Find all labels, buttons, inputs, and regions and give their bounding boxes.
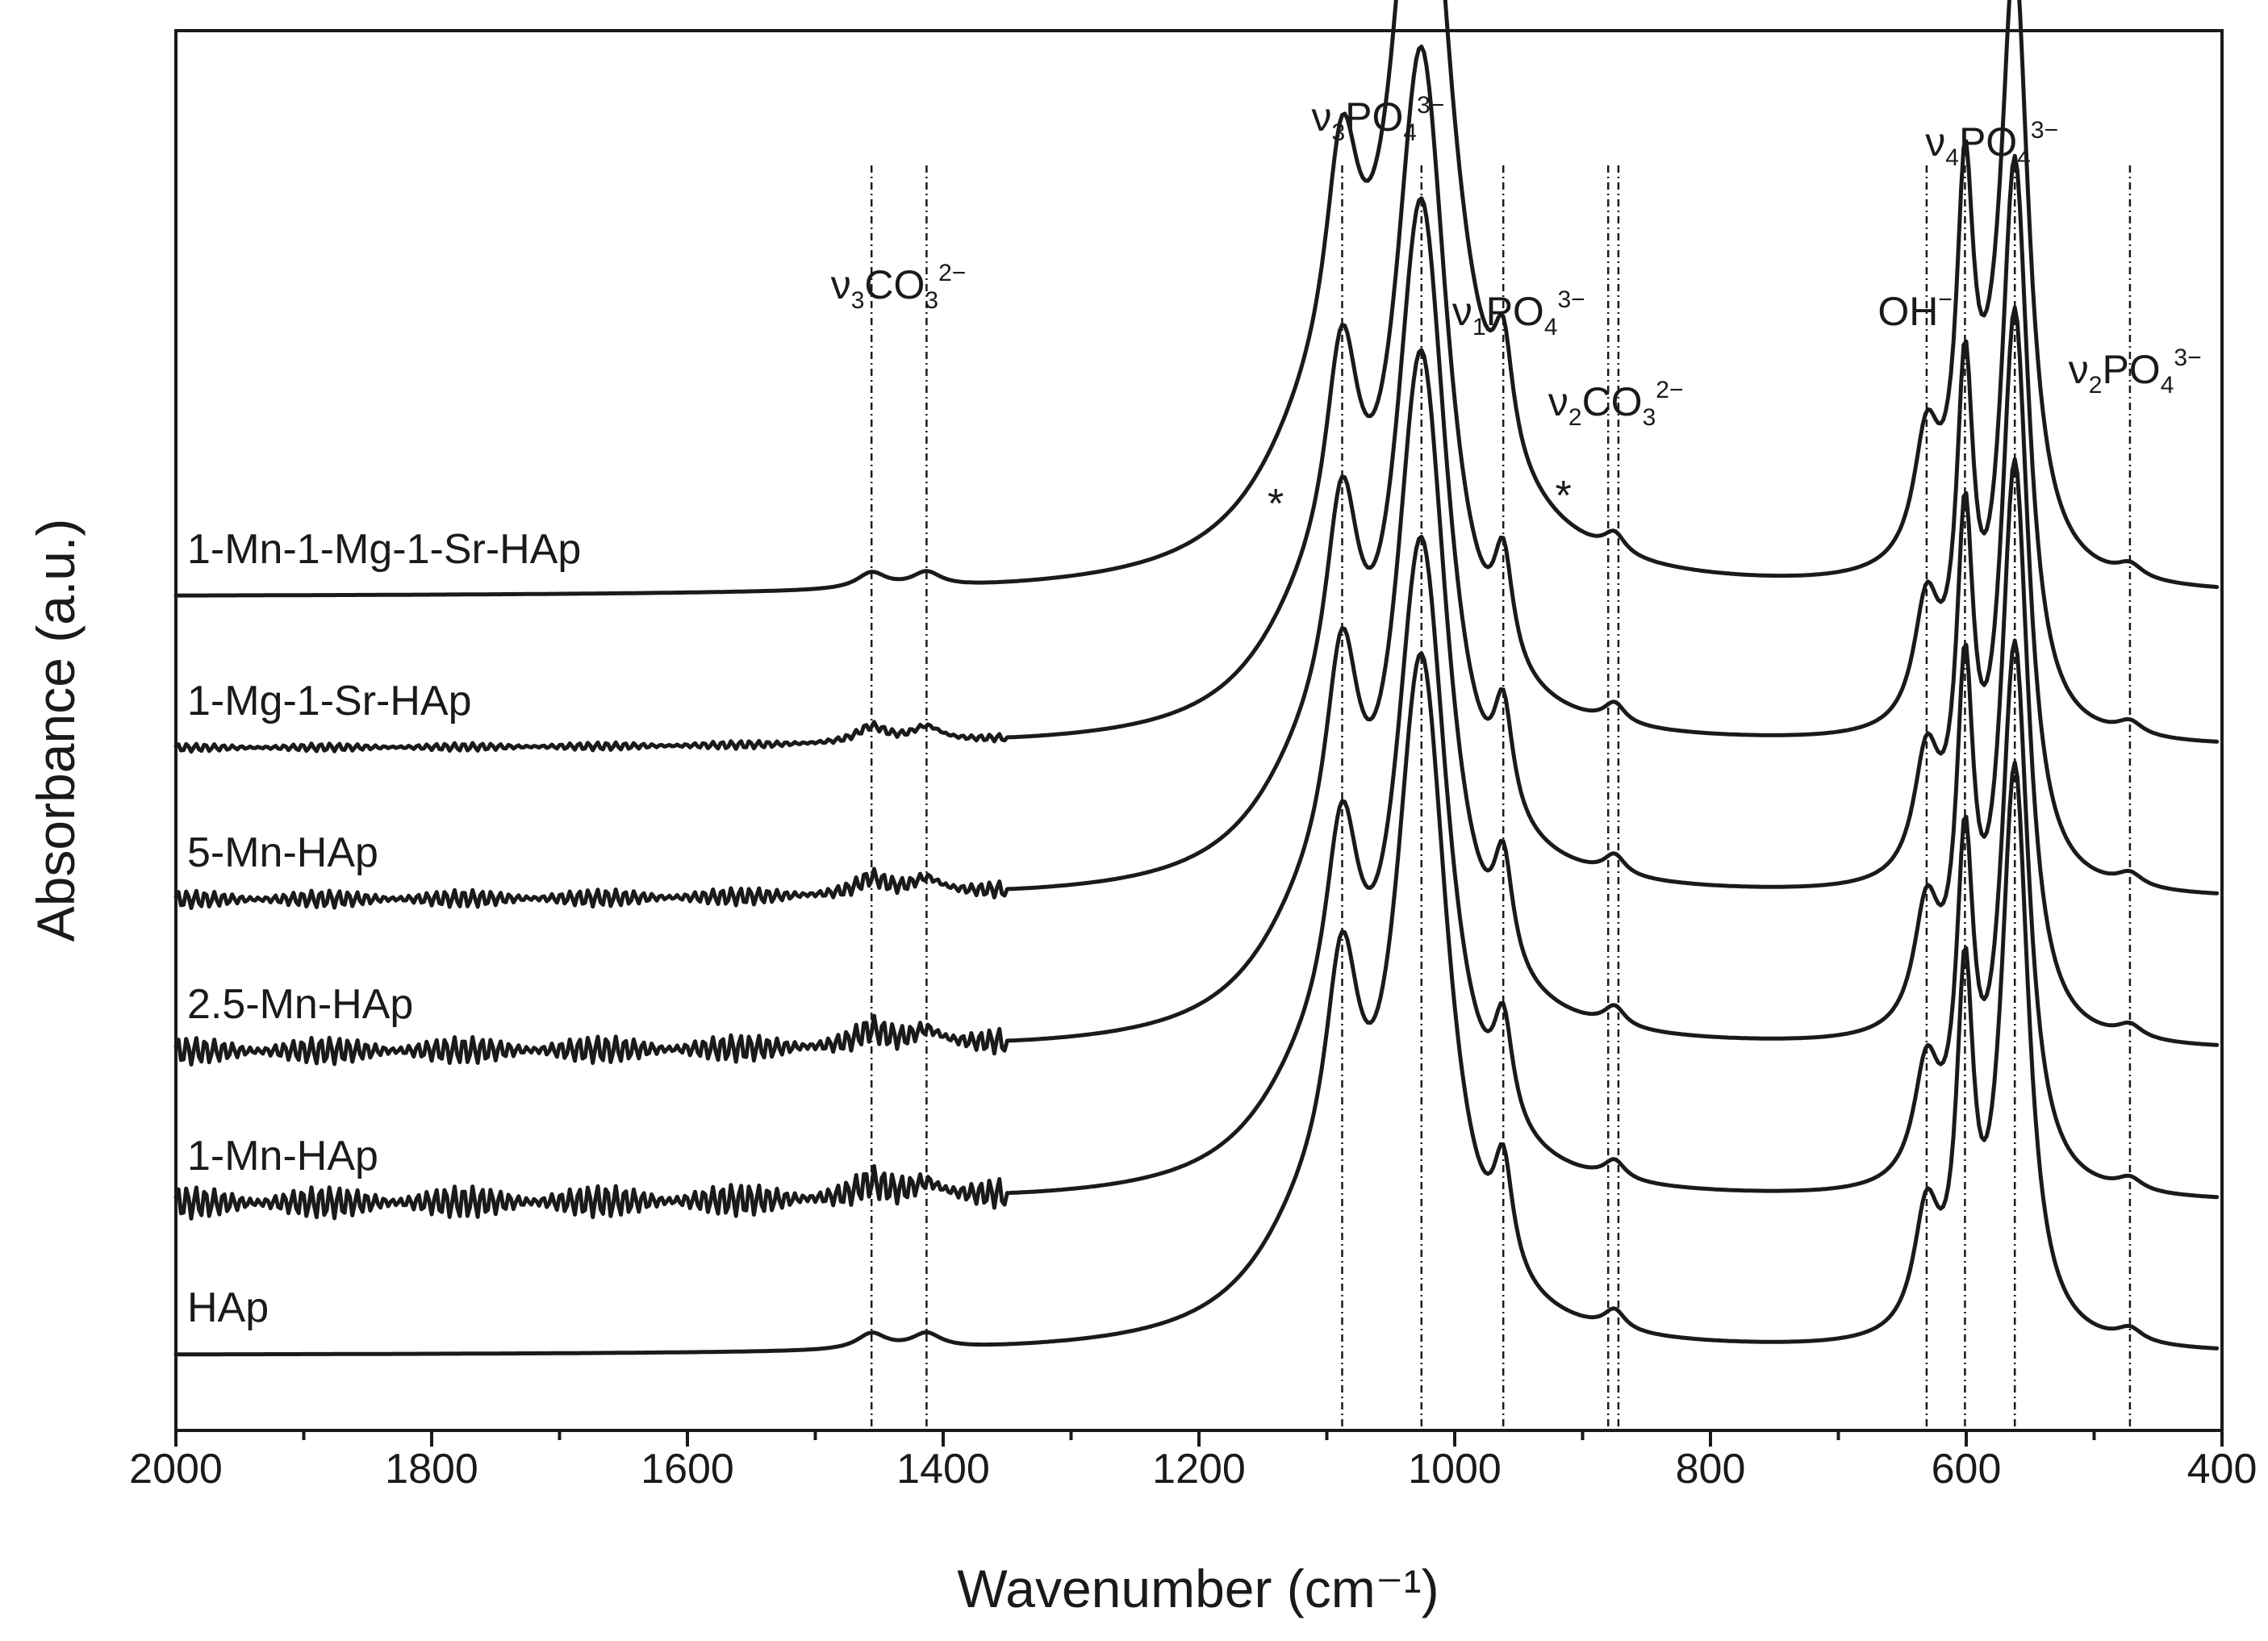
asterisk-1140: *	[1268, 481, 1284, 528]
x-tick-label-1600: 1600	[641, 1446, 734, 1493]
band-label-950: ν1PO43−	[1452, 286, 1585, 340]
x-axis-tick-labels: 2000 1800 1600 1400 1200 1000 800 600 400	[129, 1446, 2257, 1493]
spectra-traces	[173, 0, 2220, 1357]
spectrum-2.5-Mn-HAp	[173, 348, 2220, 1067]
spectrum-1-Mn-1-Mg-1-Sr-HAp	[173, 0, 2220, 598]
band-label-640: OH−	[1877, 286, 1953, 334]
x-axis-title: Wavenumber (cm⁻¹)	[957, 1559, 1439, 1618]
x-tick-label-600: 600	[1932, 1446, 2002, 1493]
asterisk-markers: * *	[1268, 473, 1572, 528]
x-axis-ticks	[174, 1430, 2224, 1447]
x-tick-label-800: 800	[1676, 1446, 1746, 1493]
x-tick-label-2000: 2000	[129, 1446, 223, 1493]
series-label-1-Mn-HAp: 1-Mn-HAp	[187, 1133, 378, 1180]
spectrum-1-Mg-1-Sr-HAp	[173, 44, 2220, 754]
band-label-1435: ν3CO32−	[831, 260, 967, 314]
series-label-HAp: HAp	[187, 1284, 269, 1331]
x-tick-label-1800: 1800	[385, 1446, 478, 1493]
series-label-1-Mn-1-Mg-1-Sr-HAp: 1-Mn-1-Mg-1-Sr-HAp	[187, 526, 581, 573]
spectrum-5-Mn-HAp	[173, 196, 2220, 910]
x-tick-label-1200: 1200	[1152, 1446, 1246, 1493]
x-tick-label-1000: 1000	[1408, 1446, 1502, 1493]
band-guide-lines	[870, 165, 2132, 1428]
band-label-468: ν2PO43−	[2069, 344, 2202, 399]
series-label-2.5-Mn-HAp: 2.5-Mn-HAp	[187, 981, 413, 1028]
x-tick-label-1400: 1400	[896, 1446, 990, 1493]
band-label-580: ν4PO43−	[1925, 117, 2058, 171]
band-label-1060: ν3PO43−	[1311, 92, 1444, 146]
band-label-874: ν2CO32−	[1548, 377, 1684, 431]
asterisk-915: *	[1556, 473, 1572, 520]
series-labels: HAp 1-Mn-HAp 2.5-Mn-HAp 5-Mn-HAp 1-Mg-1-Sr-H…	[187, 526, 581, 1331]
series-label-1-Mg-1-Sr-HAp: 1-Mg-1-Sr-HAp	[187, 678, 472, 724]
plot-frame	[174, 29, 2224, 1432]
y-axis-title: Absorbance (a.u.)	[26, 519, 86, 942]
spectrum-HAp	[173, 651, 2220, 1357]
x-tick-label-400: 400	[2187, 1446, 2258, 1493]
series-label-5-Mn-HAp: 5-Mn-HAp	[187, 829, 378, 876]
band-annotations: ν3CO32− ν3PO43− ν1PO43− ν2CO32− OH− ν4PO43− ν2…	[831, 92, 2202, 431]
spectrum-1-Mn-HAp	[173, 534, 2220, 1221]
